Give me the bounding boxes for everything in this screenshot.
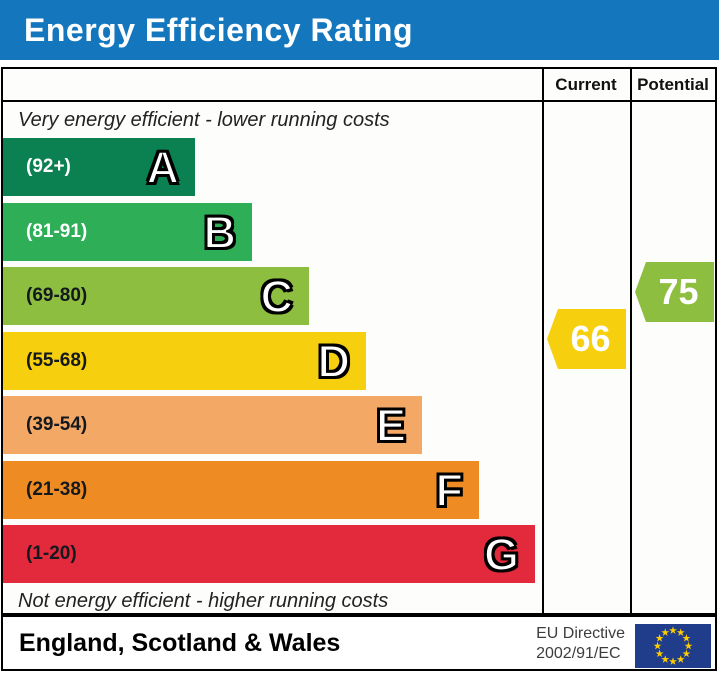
eu-flag-icon xyxy=(635,624,711,668)
band-g-range: (1-20) xyxy=(26,543,77,564)
current-rating-value: 66 xyxy=(570,318,611,359)
top-note: Very energy efficient - lower running co… xyxy=(18,109,390,131)
band-a-range: (92+) xyxy=(26,156,71,177)
band-row-c: (69-80) C xyxy=(3,267,309,325)
band-b-range: (81-91) xyxy=(26,221,88,242)
rating-table: Current Potential Very energy efficient … xyxy=(1,67,717,615)
footer-bar: England, Scotland & Wales EU Directive 2… xyxy=(1,615,717,671)
eu-directive-line2: 2002/91/EC xyxy=(536,645,621,662)
band-d-letter: D xyxy=(317,335,351,387)
band-g-letter: G xyxy=(483,528,520,580)
band-f-letter: F xyxy=(435,464,464,516)
region-label: England, Scotland & Wales xyxy=(19,629,341,657)
potential-column-header: Potential xyxy=(637,75,709,94)
band-row-e: (39-54) E xyxy=(3,396,422,454)
page-title: Energy Efficiency Rating xyxy=(24,11,413,48)
band-c-range: (69-80) xyxy=(26,285,88,306)
band-row-b: (81-91) B xyxy=(3,203,252,261)
band-e-letter: E xyxy=(375,399,407,451)
band-row-g: (1-20) G xyxy=(3,525,535,583)
bottom-note: Not energy efficient - higher running co… xyxy=(18,590,389,612)
band-row-d: (55-68) D xyxy=(3,332,366,390)
potential-rating-pointer: 75 xyxy=(635,262,714,322)
eu-directive-text: EU Directive 2002/91/EC xyxy=(536,624,625,664)
band-e-range: (39-54) xyxy=(26,414,88,435)
band-a-letter: A xyxy=(146,141,180,193)
current-column-header: Current xyxy=(555,75,617,94)
band-row-a: (92+) A xyxy=(3,138,195,196)
band-row-f: (21-38) F xyxy=(3,461,479,519)
band-b-letter: B xyxy=(203,206,237,258)
header-row xyxy=(3,69,715,102)
potential-rating-value: 75 xyxy=(658,271,699,312)
band-c-letter: C xyxy=(260,270,294,322)
potential-column-divider xyxy=(630,69,632,613)
title-bar: Energy Efficiency Rating xyxy=(0,0,719,60)
eu-directive-line1: EU Directive xyxy=(536,625,625,642)
current-column-divider xyxy=(542,69,544,613)
current-rating-pointer: 66 xyxy=(547,309,626,369)
band-f-range: (21-38) xyxy=(26,479,88,500)
band-d-range: (55-68) xyxy=(26,350,88,371)
